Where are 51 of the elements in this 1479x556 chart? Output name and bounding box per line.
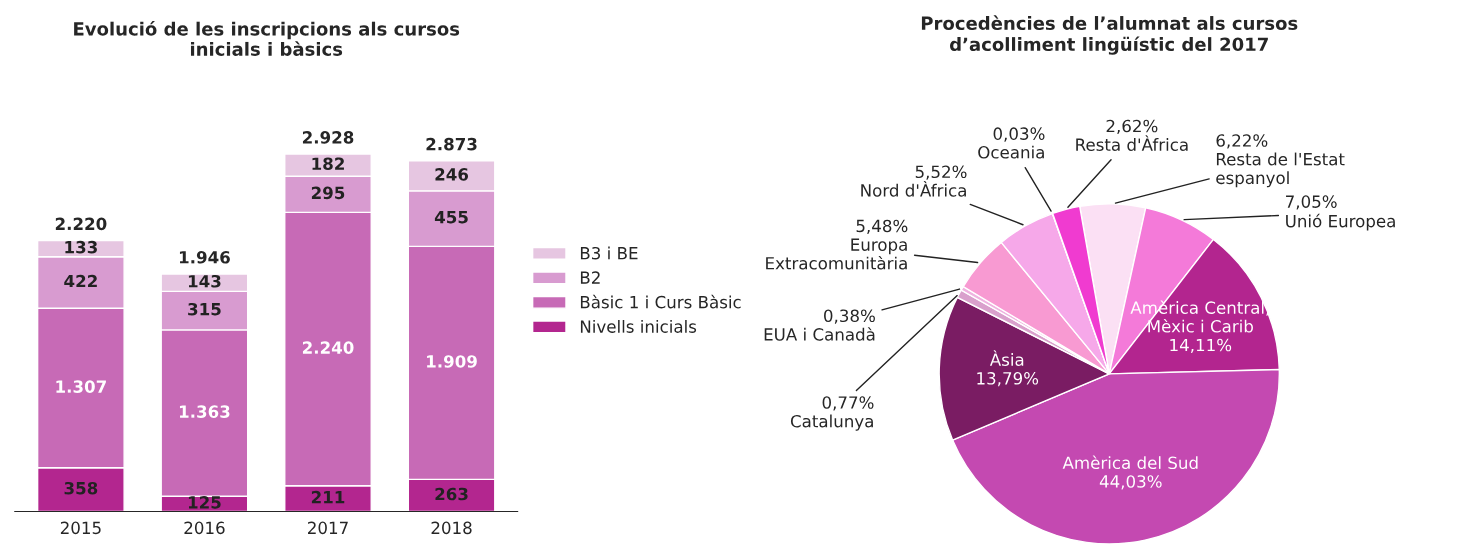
data-label: 315 <box>188 302 221 316</box>
data-label: 295 <box>311 186 345 200</box>
slice-label: Oceania <box>978 145 1044 159</box>
data-label: 455 <box>434 211 468 224</box>
slice-label: Amèrica del Sud <box>1062 455 1198 470</box>
data-label: 133 <box>65 240 97 254</box>
slice-label: Resta d'Àfrica <box>1076 135 1188 151</box>
data-label: 14,11% <box>1170 338 1232 353</box>
total-label: 2.220 <box>55 217 107 231</box>
data-label: 0,03% <box>993 127 1045 142</box>
legend-label: B2 <box>580 271 600 284</box>
data-label: 358 <box>64 481 98 495</box>
data-label: 1.909 <box>427 355 477 368</box>
data-label: 5,48% <box>856 219 908 234</box>
data-label: 422 <box>64 274 97 288</box>
chart-title: Procedències de l’alumnat als cursos d’acolliment lingüístic del 2017 <box>921 15 1298 55</box>
slice-label: EUA i Canadà <box>764 327 875 341</box>
slice-label: Europa Extracomunitària <box>766 238 907 270</box>
data-label: 211 <box>311 490 345 504</box>
data-label: 13,79% <box>977 372 1039 387</box>
data-label: 125 <box>188 496 221 509</box>
total-label: 2.873 <box>426 137 477 151</box>
slice-label: Àsia <box>989 350 1024 366</box>
data-label: 1.307 <box>56 380 106 393</box>
total-label: 1.946 <box>179 251 230 264</box>
legend-label: Nivells inicials <box>580 319 697 333</box>
data-label: 0,77% <box>822 396 874 411</box>
slice-label: Unió Europea <box>1286 213 1395 231</box>
data-label: 5,52% <box>915 165 967 180</box>
legend-label: B3 i BE <box>580 246 638 260</box>
slice-label: Catalunya <box>790 414 873 431</box>
total-label: 2.928 <box>302 131 354 144</box>
data-label: 0,38% <box>824 309 875 324</box>
slice-label: Nord d'Àfrica <box>861 181 966 197</box>
data-label: 143 <box>188 274 221 288</box>
slice-label: Resta de l'Estat espanyol <box>1216 152 1345 188</box>
x-tick-label: 2017 <box>308 521 348 535</box>
x-tick-label: 2018 <box>431 521 472 535</box>
data-label: 7,05% <box>1286 195 1337 210</box>
legend-label: Bàsic 1 i Curs Bàsic <box>580 294 741 309</box>
data-label: 1.363 <box>179 405 230 418</box>
data-label: 2,62% <box>1106 119 1158 134</box>
chart-title: Evolució de les inscripcions als cursos inicials i bàsics <box>74 20 460 56</box>
data-label: 263 <box>435 487 468 501</box>
data-label: 182 <box>312 157 344 171</box>
x-tick-label: 2015 <box>60 521 101 535</box>
data-label: 2.240 <box>302 341 354 354</box>
data-label: 44,03% <box>1099 475 1162 490</box>
x-tick-label: 2016 <box>184 521 225 535</box>
data-label: 246 <box>435 168 469 181</box>
data-label: 6,22% <box>1216 134 1268 149</box>
